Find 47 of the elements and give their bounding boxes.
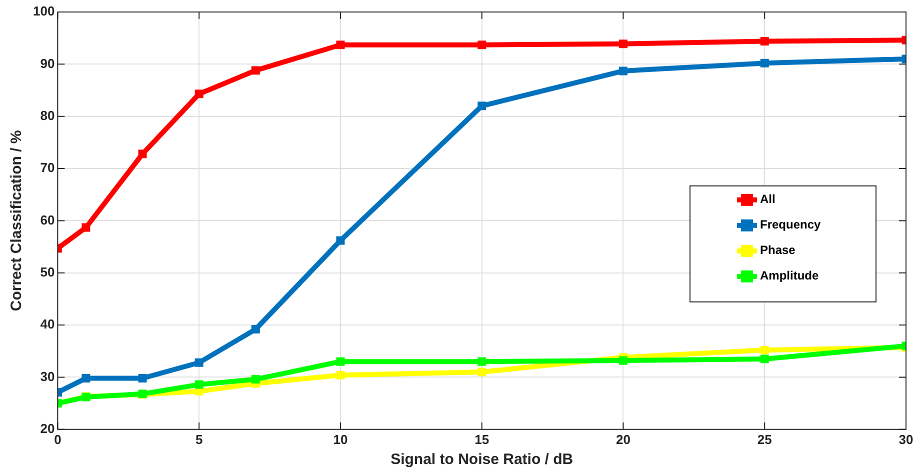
x-tick-label: 5	[195, 432, 203, 447]
point	[138, 150, 147, 158]
y-tick-label: 80	[40, 108, 55, 123]
point	[336, 357, 345, 366]
x-tick-label: 0	[54, 432, 62, 447]
legend-label: Frequency	[760, 218, 822, 232]
legend-label: All	[760, 192, 776, 206]
y-tick-label: 70	[40, 160, 55, 176]
point	[618, 40, 628, 48]
point	[760, 36, 769, 46]
y-tick-label: 20	[40, 420, 55, 436]
point	[82, 374, 90, 383]
x-axis-title: Signal to Noise Ratio / dB	[390, 451, 574, 468]
y-tick-label: 60	[40, 212, 55, 228]
point	[336, 370, 345, 380]
point	[760, 346, 769, 354]
y-axis-title: Correct Classification / %	[8, 130, 26, 312]
point	[478, 368, 486, 376]
y-tick-label: 30	[40, 368, 55, 384]
y-tick-label: 90	[40, 56, 55, 71]
point	[194, 380, 204, 389]
point	[760, 58, 769, 68]
x-tick-label: 15	[474, 432, 490, 447]
point	[618, 356, 628, 365]
point	[251, 66, 260, 75]
point	[82, 223, 90, 232]
point	[194, 90, 204, 98]
y-tick-label: 40	[40, 316, 55, 332]
x-tick-label: 25	[757, 432, 772, 447]
x-tick-label: 30	[898, 432, 914, 447]
point	[251, 324, 260, 334]
point	[478, 357, 486, 366]
point	[478, 102, 486, 110]
point	[194, 358, 204, 367]
point	[251, 375, 260, 384]
point	[760, 354, 769, 364]
point	[336, 40, 345, 50]
x-tick-label: 20	[616, 432, 630, 447]
point	[478, 40, 486, 50]
point	[336, 236, 345, 245]
point	[138, 374, 147, 383]
y-tick-label: 50	[40, 264, 55, 280]
legend-label: Phase	[760, 243, 796, 258]
y-tick-label: 100	[32, 4, 55, 19]
x-tick-label: 10	[333, 432, 348, 447]
point	[618, 66, 628, 76]
legend-label: Amplitude	[760, 268, 819, 283]
